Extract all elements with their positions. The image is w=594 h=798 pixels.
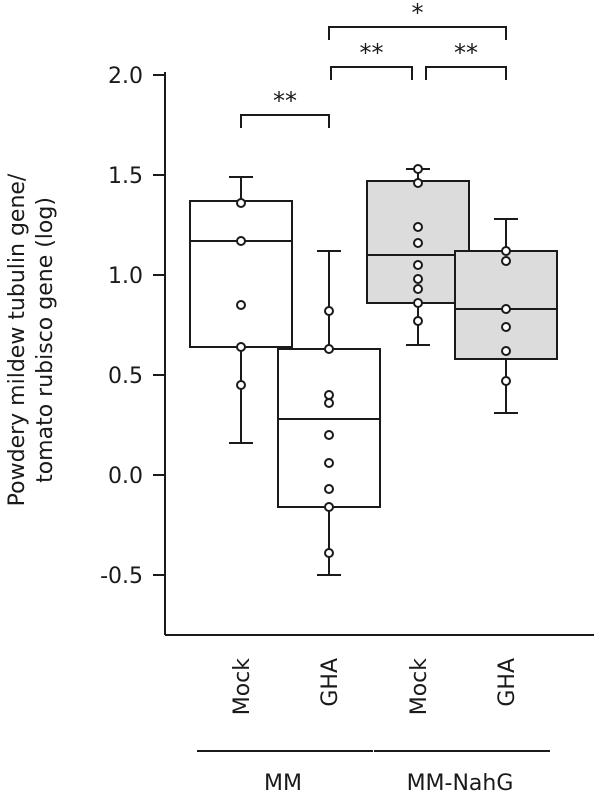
significance-bracket-2: **: [330, 39, 413, 80]
data-point: [324, 398, 334, 408]
group-labels: MM MM-NahG: [197, 750, 550, 796]
data-point: [413, 222, 423, 232]
data-point: [324, 390, 334, 400]
y-axis-title-line-1: Powdery mildew tubulin gene/: [5, 173, 30, 506]
data-point: [324, 548, 334, 558]
significance-bracket-4: *: [328, 0, 507, 40]
y-tick-label: 0.5: [108, 364, 143, 389]
data-point: [413, 164, 423, 174]
x-labels: Mock GHA Mock GHA: [230, 658, 520, 716]
y-tick-label: 1.5: [108, 164, 143, 189]
y-tick-label: -0.5: [100, 564, 143, 589]
data-point: [236, 380, 246, 390]
significance-label: *: [412, 0, 424, 27]
data-point: [236, 198, 246, 208]
boxes: [189, 164, 558, 576]
data-point: [236, 300, 246, 310]
significance-bracket-3: **: [425, 39, 507, 80]
significance-bracket-1: **: [240, 87, 330, 128]
data-point: [501, 304, 511, 314]
box-3: [366, 164, 470, 346]
iqr-box: [189, 200, 293, 348]
significance-label: **: [454, 39, 478, 67]
data-point: [236, 342, 246, 352]
y-tick-label: 2.0: [108, 64, 143, 89]
significance-label: **: [360, 39, 384, 67]
box-1: [189, 176, 293, 444]
bracket-line: [330, 66, 413, 80]
data-point: [324, 484, 334, 494]
y-axis-title: Powdery mildew tubulin gene/ tomato rubi…: [5, 173, 58, 506]
y-axis-title-line-2: tomato rubisco gene (log): [33, 197, 58, 483]
data-point: [413, 298, 423, 308]
y-tick-label: 0.0: [108, 464, 143, 489]
data-point: [413, 284, 423, 294]
category-label: Mock: [230, 658, 255, 716]
data-point: [413, 274, 423, 284]
data-point: [324, 430, 334, 440]
data-point: [324, 502, 334, 512]
bracket-line: [328, 26, 507, 40]
significance-brackets: **** ***: [240, 0, 507, 128]
data-point: [324, 458, 334, 468]
data-point: [324, 344, 334, 354]
bracket-line: [425, 66, 507, 80]
bracket-line: [240, 114, 330, 128]
data-point: [413, 260, 423, 270]
group-label: MM: [264, 771, 302, 796]
y-tick-label: 1.0: [108, 264, 143, 289]
data-point: [236, 236, 246, 246]
data-point: [413, 316, 423, 326]
data-point: [501, 346, 511, 356]
data-point: [324, 306, 334, 316]
data-point: [413, 178, 423, 188]
data-point: [501, 376, 511, 386]
box-2: [277, 250, 381, 576]
group-label: MM-NahG: [407, 771, 514, 796]
box-4: [454, 218, 558, 414]
data-point: [413, 238, 423, 248]
axes: [164, 72, 594, 636]
iqr-box: [277, 348, 381, 508]
data-point: [501, 322, 511, 332]
category-label: GHA: [495, 658, 520, 707]
data-point: [501, 256, 511, 266]
data-point: [501, 246, 511, 256]
category-label: Mock: [407, 658, 432, 716]
category-label: GHA: [318, 658, 343, 707]
significance-label: **: [273, 87, 297, 115]
y-ticks: -0.5 0.0 0.5 1.0 1.5 2.0: [100, 64, 165, 589]
